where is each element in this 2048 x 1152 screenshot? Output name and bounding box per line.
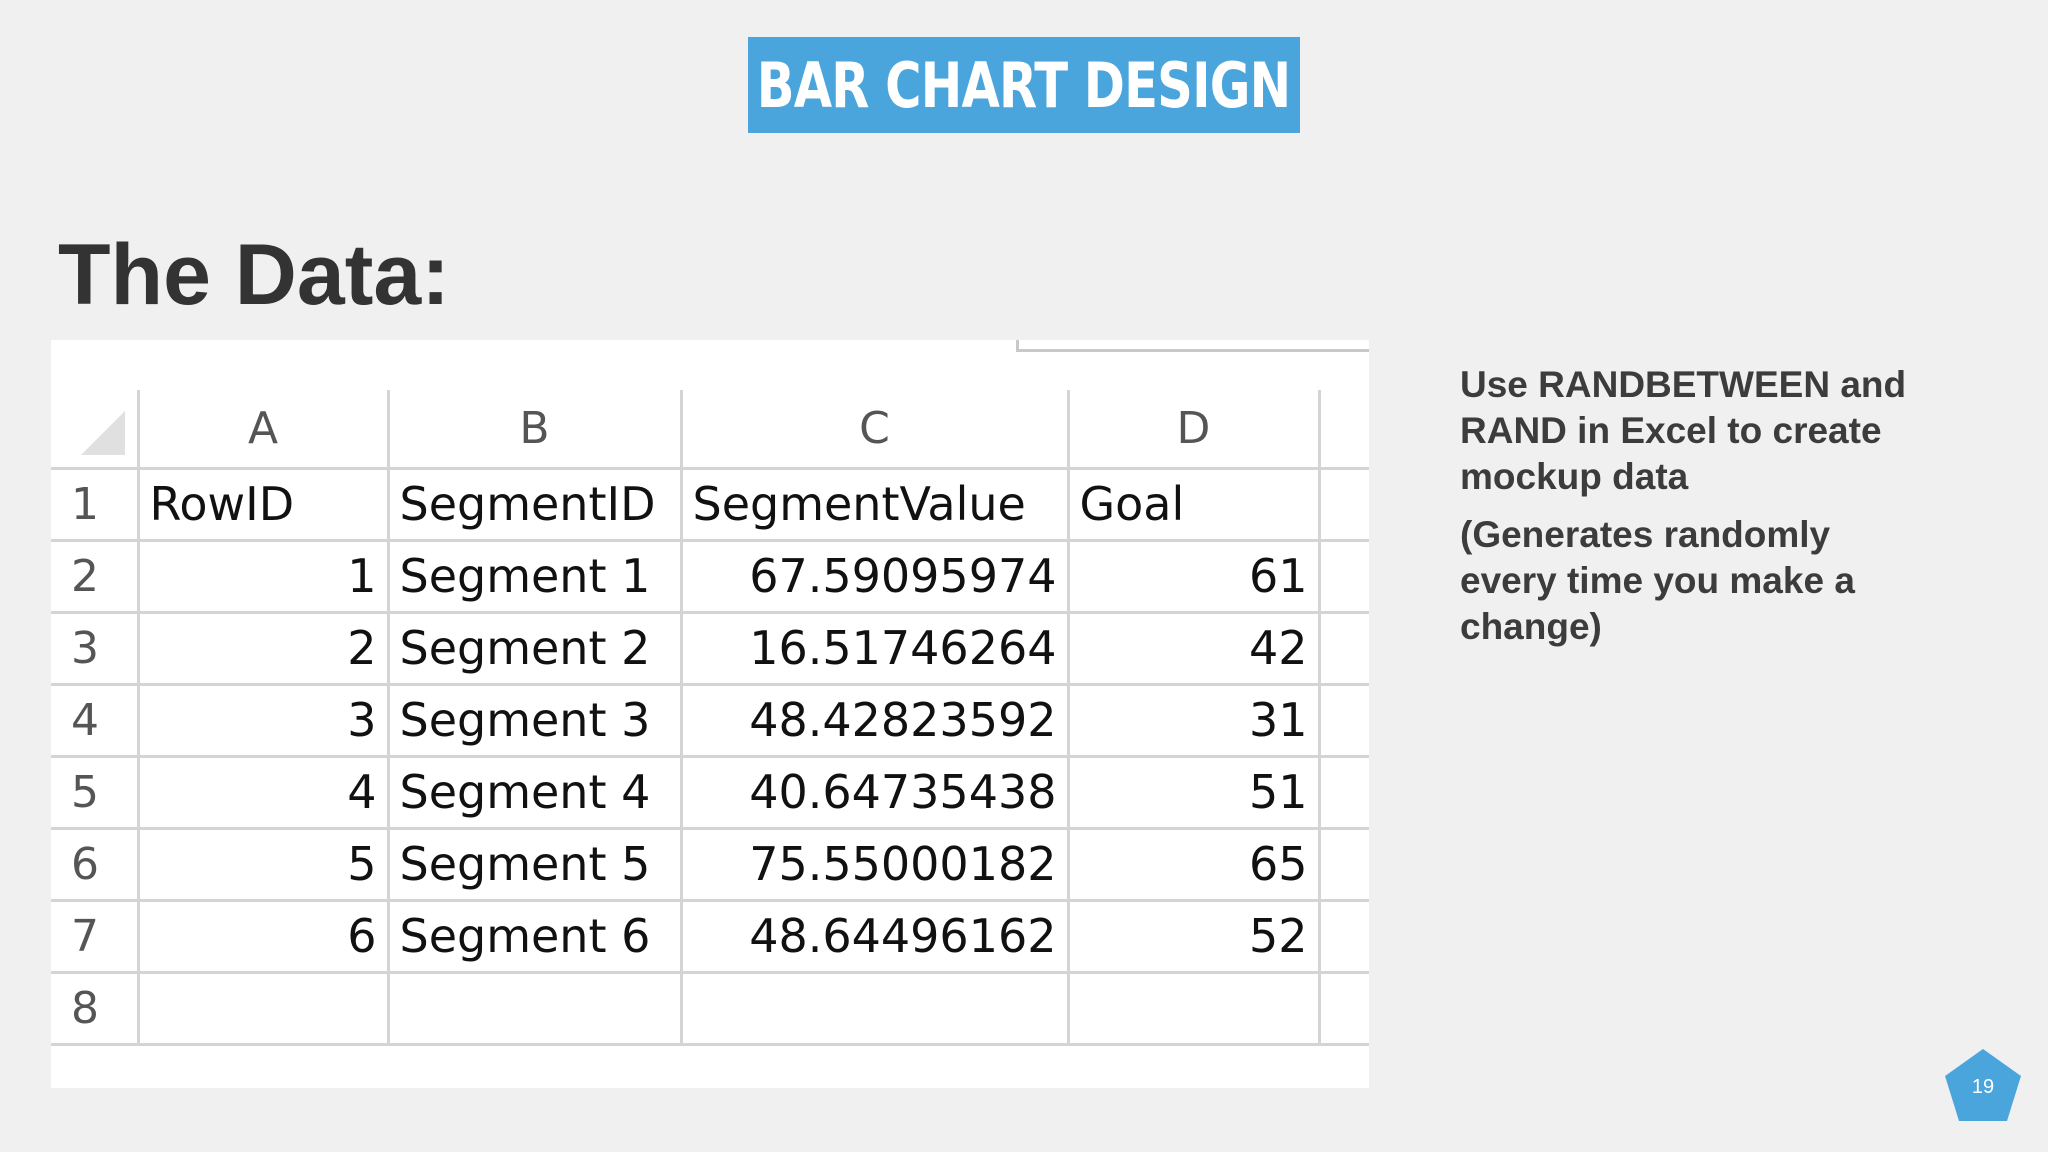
cell[interactable]: Segment 2 bbox=[386, 610, 683, 686]
row-number[interactable]: 1 bbox=[51, 466, 140, 542]
cell[interactable]: 1 bbox=[136, 538, 390, 614]
cell[interactable] bbox=[386, 970, 683, 1046]
cell[interactable]: Segment 4 bbox=[386, 754, 683, 830]
side-note-detail: (Generates randomly every time you make … bbox=[1460, 514, 1855, 647]
cell[interactable] bbox=[1066, 970, 1321, 1046]
table-row: 4 3 Segment 3 48.42823592 31 bbox=[51, 682, 1369, 758]
cell bbox=[1317, 754, 1369, 830]
cell[interactable]: 61 bbox=[1066, 538, 1321, 614]
cell[interactable]: 65 bbox=[1066, 826, 1321, 902]
cell[interactable]: 48.64496162 bbox=[679, 898, 1070, 974]
row-number[interactable]: 6 bbox=[51, 826, 140, 902]
cell[interactable]: 51 bbox=[1066, 754, 1321, 830]
cell[interactable]: 40.64735438 bbox=[679, 754, 1070, 830]
cell[interactable]: 52 bbox=[1066, 898, 1321, 974]
column-header-row: A B C D bbox=[51, 390, 1369, 470]
cell[interactable]: SegmentID bbox=[386, 466, 683, 542]
cell[interactable]: 42 bbox=[1066, 610, 1321, 686]
select-all-corner[interactable] bbox=[51, 390, 140, 470]
pentagon-icon bbox=[1945, 1049, 2021, 1121]
cell[interactable]: 4 bbox=[136, 754, 390, 830]
cell[interactable]: Segment 6 bbox=[386, 898, 683, 974]
cell[interactable]: 3 bbox=[136, 682, 390, 758]
row-number[interactable]: 4 bbox=[51, 682, 140, 758]
cell bbox=[1317, 970, 1369, 1046]
cell[interactable]: Segment 5 bbox=[386, 826, 683, 902]
page-number-badge: 19 bbox=[1944, 1048, 2022, 1122]
cell[interactable]: 2 bbox=[136, 610, 390, 686]
row-number[interactable]: 3 bbox=[51, 610, 140, 686]
column-header-a[interactable]: A bbox=[136, 390, 390, 470]
cell bbox=[1317, 466, 1369, 542]
row-number[interactable]: 7 bbox=[51, 898, 140, 974]
cell bbox=[1317, 826, 1369, 902]
row-number[interactable]: 5 bbox=[51, 754, 140, 830]
side-note: Use RANDBETWEEN and RAND in Excel to cre… bbox=[1460, 362, 1910, 662]
cell[interactable]: 67.59095974 bbox=[679, 538, 1070, 614]
cell bbox=[1317, 898, 1369, 974]
cell bbox=[1317, 682, 1369, 758]
column-header-spacer bbox=[1317, 390, 1369, 470]
cell[interactable]: Goal bbox=[1066, 466, 1321, 542]
cell[interactable]: 31 bbox=[1066, 682, 1321, 758]
cell[interactable]: Segment 3 bbox=[386, 682, 683, 758]
table-row: 6 5 Segment 5 75.55000182 65 bbox=[51, 826, 1369, 902]
page-number: 19 bbox=[1971, 1076, 1995, 1098]
spreadsheet-screenshot: A B C D 1 RowID SegmentID SegmentValue G… bbox=[51, 340, 1369, 1088]
table-row: 8 bbox=[51, 970, 1369, 1046]
column-header-b[interactable]: B bbox=[386, 390, 683, 470]
table-row: 1 RowID SegmentID SegmentValue Goal bbox=[51, 466, 1369, 542]
cell[interactable] bbox=[136, 970, 390, 1046]
cell[interactable]: 16.51746264 bbox=[679, 610, 1070, 686]
cell[interactable]: 6 bbox=[136, 898, 390, 974]
side-note-instruction: Use RANDBETWEEN and RAND in Excel to cre… bbox=[1460, 364, 1907, 497]
cell bbox=[1317, 538, 1369, 614]
sheet-edge-line bbox=[1016, 340, 1369, 352]
table-row: 3 2 Segment 2 16.51746264 42 bbox=[51, 610, 1369, 686]
cell[interactable]: SegmentValue bbox=[679, 466, 1070, 542]
row-number[interactable]: 2 bbox=[51, 538, 140, 614]
table-row: 5 4 Segment 4 40.64735438 51 bbox=[51, 754, 1369, 830]
select-all-icon bbox=[80, 410, 125, 455]
cell[interactable]: RowID bbox=[136, 466, 390, 542]
column-header-c[interactable]: C bbox=[679, 390, 1070, 470]
cell bbox=[1317, 610, 1369, 686]
slide-title: BAR CHART DESIGN bbox=[757, 48, 1291, 122]
cell[interactable] bbox=[679, 970, 1070, 1046]
cell[interactable]: 75.55000182 bbox=[679, 826, 1070, 902]
cell[interactable]: 48.42823592 bbox=[679, 682, 1070, 758]
table-row: 7 6 Segment 6 48.64496162 52 bbox=[51, 898, 1369, 974]
section-heading: The Data: bbox=[58, 227, 450, 323]
table-row: 2 1 Segment 1 67.59095974 61 bbox=[51, 538, 1369, 614]
spreadsheet-grid: A B C D 1 RowID SegmentID SegmentValue G… bbox=[51, 390, 1369, 1046]
cell[interactable]: Segment 1 bbox=[386, 538, 683, 614]
row-number[interactable]: 8 bbox=[51, 970, 140, 1046]
title-banner: BAR CHART DESIGN bbox=[748, 37, 1300, 133]
cell[interactable]: 5 bbox=[136, 826, 390, 902]
column-header-d[interactable]: D bbox=[1066, 390, 1321, 470]
